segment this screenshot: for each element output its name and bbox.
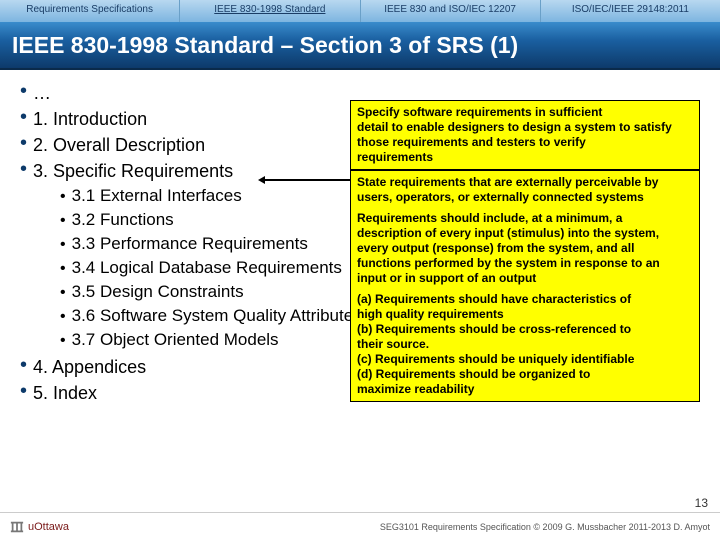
callout2-l8b: high quality requirements — [357, 307, 693, 322]
callout1-l1: Specify software requirements in suffici… — [357, 105, 693, 120]
callout2-l7: input or in support of an output — [357, 271, 693, 286]
arrow-to-section3 — [264, 179, 350, 181]
top-tabs: Requirements Specifications IEEE 830-199… — [0, 0, 720, 22]
tab-ieee-iso[interactable]: IEEE 830 and ISO/IEC 12207 — [361, 0, 541, 22]
callout2-l5: every output (response) from the system,… — [357, 241, 693, 256]
callout1-l4: requirements — [357, 150, 693, 165]
callout2-l1: State requirements that are externally p… — [357, 175, 693, 190]
callout2-l10: (c) Requirements should be uniquely iden… — [357, 352, 693, 367]
callout2-l2: users, operators, or externally connecte… — [357, 190, 693, 205]
callout2-l9: (b) Requirements should be cross-referen… — [357, 322, 693, 337]
arrowhead-section3 — [258, 176, 265, 184]
outline-intro-text: 1. Introduction — [33, 109, 147, 129]
logo: uOttawa — [10, 520, 69, 534]
callout1-l3: those requirements and testers to verify — [357, 135, 693, 150]
callout-box-1: Specify software requirements in suffici… — [350, 100, 700, 170]
tab-req-spec[interactable]: Requirements Specifications — [0, 0, 180, 22]
sub-3-2-text: 3.2 Functions — [72, 210, 174, 229]
sub-3-6-text: 3.6 Software System Quality Attributes — [72, 306, 362, 325]
outline-dots-text: … — [33, 83, 51, 103]
sub-3-1-text: 3.1 External Interfaces — [72, 186, 242, 205]
slide: Requirements Specifications IEEE 830-199… — [0, 0, 720, 540]
logo-text: uOttawa — [28, 521, 69, 533]
tab-iso-29148[interactable]: ISO/IEC/IEEE 29148:2011 — [541, 0, 720, 22]
footer: uOttawa SEG3101 Requirements Specificati… — [0, 512, 720, 540]
callout2-l11: (d) Requirements should be organized to — [357, 367, 693, 382]
outline-overall-text: 2. Overall Description — [33, 135, 205, 155]
sub-3-4-text: 3.4 Logical Database Requirements — [72, 258, 342, 277]
page-number: 13 — [695, 496, 708, 510]
outline-specreq-text: 3. Specific Requirements — [33, 161, 233, 181]
callout2-l8: (a) Requirements should have characteris… — [357, 292, 693, 307]
callout-box-2: State requirements that are externally p… — [350, 170, 700, 402]
sub-3-3-text: 3.3 Performance Requirements — [72, 234, 308, 253]
callout2-l6: functions performed by the system in res… — [357, 256, 693, 271]
callout2-l3: Requirements should include, at a minimu… — [357, 211, 693, 226]
callout2-l9b: their source. — [357, 337, 693, 352]
slide-title: IEEE 830-1998 Standard – Section 3 of SR… — [0, 22, 720, 70]
tab-ieee-830[interactable]: IEEE 830-1998 Standard — [180, 0, 360, 22]
footer-text: SEG3101 Requirements Specification © 200… — [380, 522, 710, 532]
outline-appendices-text: 4. Appendices — [33, 357, 146, 377]
outline-index-text: 5. Index — [33, 383, 97, 403]
sub-3-5-text: 3.5 Design Constraints — [72, 282, 244, 301]
callout2-l11b: maximize readability — [357, 382, 693, 397]
sub-3-7-text: 3.7 Object Oriented Models — [72, 330, 279, 349]
callout1-l2: detail to enable designers to design a s… — [357, 120, 693, 135]
pillar-icon — [10, 520, 24, 534]
callout2-l4: description of every input (stimulus) in… — [357, 226, 693, 241]
